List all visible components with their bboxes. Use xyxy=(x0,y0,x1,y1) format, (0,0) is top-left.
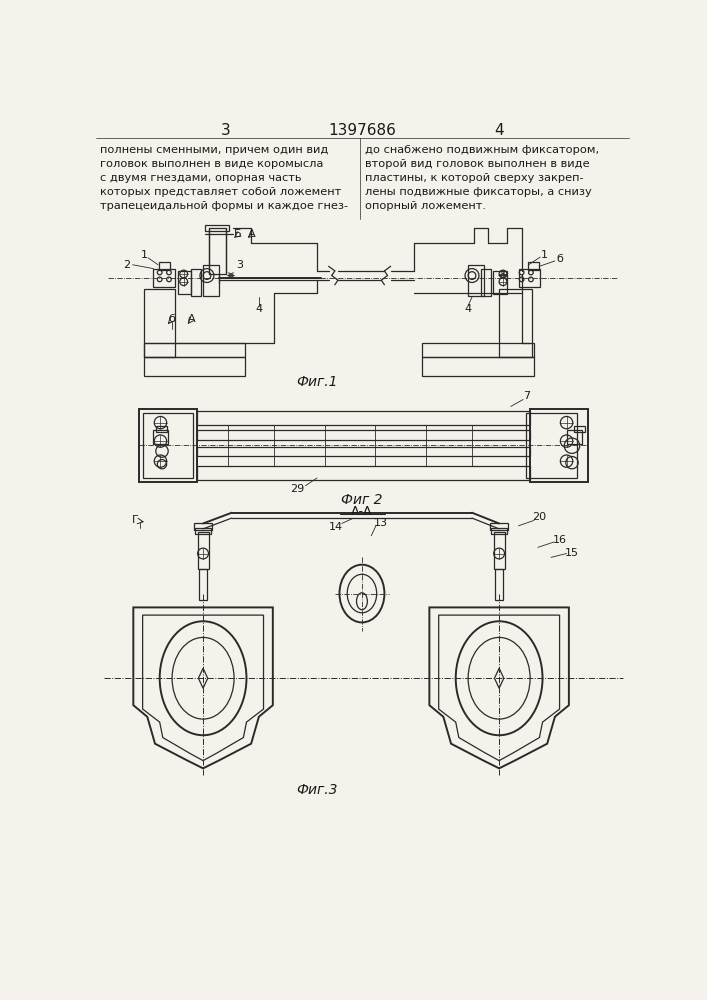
Text: 3: 3 xyxy=(236,260,243,270)
Bar xyxy=(530,409,588,482)
Text: полнены сменными, причем один вид
головок выполнен в виде коромысла
с двумя гнез: полнены сменными, причем один вид голово… xyxy=(100,145,348,211)
Bar xyxy=(493,271,507,294)
Bar xyxy=(493,532,505,569)
Bar xyxy=(159,262,170,270)
Bar xyxy=(198,532,209,569)
Bar xyxy=(156,426,167,432)
Text: 2: 2 xyxy=(124,260,131,270)
Bar xyxy=(566,430,582,444)
Text: А: А xyxy=(248,229,256,239)
Bar xyxy=(421,343,534,357)
Text: 4: 4 xyxy=(464,304,472,314)
Bar xyxy=(468,265,484,296)
Text: А-А: А-А xyxy=(351,505,373,518)
Text: 14: 14 xyxy=(329,522,344,532)
Bar xyxy=(197,447,530,456)
Text: Фиг 2: Фиг 2 xyxy=(341,493,382,507)
Bar xyxy=(144,357,245,376)
Bar xyxy=(199,569,207,600)
Text: Г: Г xyxy=(132,515,139,525)
Bar xyxy=(197,466,530,480)
Bar xyxy=(528,262,539,270)
Bar xyxy=(495,569,503,600)
Text: А: А xyxy=(187,314,195,324)
Bar xyxy=(204,225,230,231)
Text: 13: 13 xyxy=(373,518,387,528)
Text: Фиг.1: Фиг.1 xyxy=(296,375,338,389)
Bar xyxy=(499,289,532,357)
Bar xyxy=(481,269,491,296)
Bar xyxy=(194,523,212,530)
Text: б: б xyxy=(169,314,175,324)
Text: 20: 20 xyxy=(532,512,547,522)
Text: 7: 7 xyxy=(522,391,530,401)
Text: 16: 16 xyxy=(553,535,566,545)
Bar xyxy=(526,413,577,478)
Text: 15: 15 xyxy=(565,548,579,558)
Text: 3: 3 xyxy=(221,123,230,138)
Text: 1: 1 xyxy=(541,250,548,260)
Text: Б: Б xyxy=(234,229,242,239)
Bar xyxy=(153,269,175,287)
Bar xyxy=(195,528,211,534)
Bar xyxy=(574,426,585,432)
Bar xyxy=(203,265,218,296)
Text: 4: 4 xyxy=(255,304,262,314)
Bar xyxy=(518,269,540,287)
Bar xyxy=(144,289,175,357)
Text: Фиг.3: Фиг.3 xyxy=(296,783,338,797)
Bar xyxy=(143,413,193,478)
Text: до снабжено подвижным фиксатором,
второй вид головок выполнен в виде
пластины, к: до снабжено подвижным фиксатором, второй… xyxy=(365,145,599,211)
Bar xyxy=(491,528,507,534)
Bar xyxy=(192,269,201,296)
Text: 29: 29 xyxy=(291,484,305,494)
Bar xyxy=(144,343,245,357)
Text: 4: 4 xyxy=(494,123,504,138)
Bar xyxy=(139,409,197,482)
Bar xyxy=(177,271,192,294)
Bar xyxy=(153,430,168,444)
Bar xyxy=(197,430,530,440)
Bar xyxy=(421,357,534,376)
Bar xyxy=(209,228,226,274)
Text: 1397686: 1397686 xyxy=(328,123,396,138)
Text: б: б xyxy=(556,254,563,264)
Bar xyxy=(490,523,508,530)
Text: 1: 1 xyxy=(141,250,148,260)
Bar xyxy=(197,411,530,425)
